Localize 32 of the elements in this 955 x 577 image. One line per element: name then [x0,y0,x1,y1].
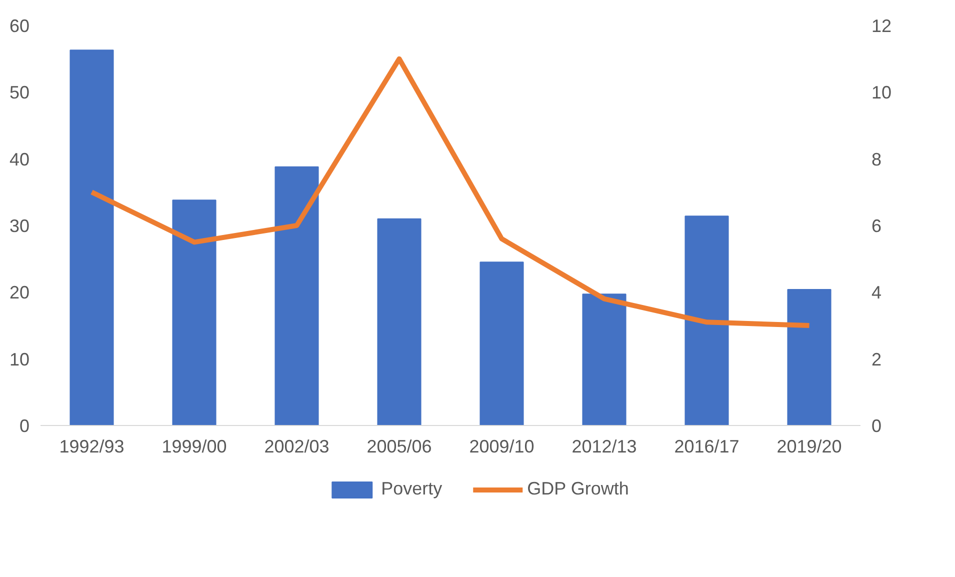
y-tick-label: 40 [9,149,30,170]
bar [787,289,832,426]
x-tick-label: 1999/00 [162,436,227,456]
y2-tick-label: 10 [872,82,892,103]
x-tick-label: 2002/03 [264,436,330,456]
bar [274,166,319,426]
y2-tick-label: 2 [872,349,882,370]
bar [582,294,626,426]
y-tick-label: 30 [9,216,30,236]
x-tick-label: 2019/20 [776,436,842,456]
bar [172,200,216,426]
y-tick-label: 60 [9,16,30,36]
x-tick-label: 2016/17 [674,436,740,456]
bar [70,50,114,426]
y2-tick-label: 6 [872,216,882,236]
x-tick-label: 1992/93 [59,436,124,456]
legend-label: GDP Growth [527,478,629,500]
x-tick-label: 2012/13 [572,436,637,456]
y-tick-label: 20 [9,282,30,303]
y2-tick-label: 8 [872,149,882,170]
bar [684,216,729,426]
bar [480,262,524,426]
x-tick-label: 2009/10 [469,436,534,456]
y2-tick-label: 4 [872,282,882,303]
y-tick-label: 0 [19,416,30,436]
legend-label: Poverty [381,478,442,500]
y-tick-label: 50 [9,82,30,103]
bar [377,218,422,426]
y2-tick-label: 0 [872,416,882,436]
y2-tick-label: 12 [872,16,892,36]
x-tick-label: 2005/06 [366,436,432,456]
y-tick-label: 10 [9,349,30,370]
